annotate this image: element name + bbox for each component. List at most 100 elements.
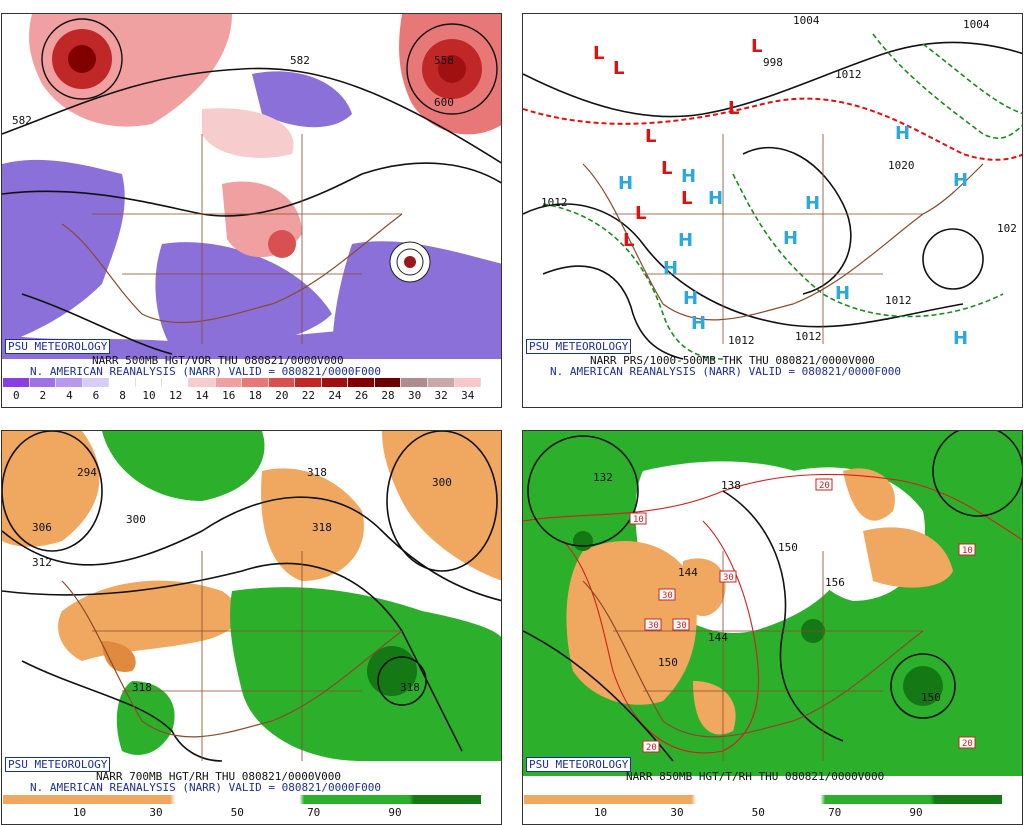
high-marker: H [953,170,968,191]
high-marker: H [895,123,910,144]
contour-label: 318 [307,466,327,479]
colorbar-swatch [401,378,428,387]
colorbar-swatch [109,378,136,387]
high-marker: H [953,328,968,349]
isobar-label: 1004 [963,18,990,31]
colorbar-swatch [162,378,189,387]
colorbar-swatch [29,378,57,387]
contour-label: 150 [921,691,941,704]
tick-label: 70 [307,806,321,819]
tick-label: 24 [328,389,342,402]
isobar-label: 998 [763,56,783,69]
colorbar-swatch [454,378,482,387]
tick-label: 22 [301,389,315,402]
low-marker: L [751,36,762,57]
svg-text:30: 30 [723,573,734,583]
svg-text:30: 30 [648,621,659,631]
svg-text:20: 20 [962,739,973,749]
colorbar-swatch [135,378,163,387]
tick-label: 90 [909,806,923,819]
vorticity-map: 582 582 558 600 [2,14,501,359]
low-marker: L [613,58,624,79]
high-marker: H [835,283,850,304]
tick-label: 50 [751,806,765,819]
psu-badge: PSU METEOROLOGY [526,757,632,772]
high-marker: H [805,193,820,214]
pressure-map: H H H H H H H H H H H H H L L L L L L L … [523,14,1022,360]
caption-title: NARR PRS/1000-500MB THK THU 080821/0000V… [590,354,875,367]
contour-label: 600 [434,96,454,109]
colorbar-swatch [215,378,243,387]
high-marker: H [681,166,696,187]
tick-label: 14 [195,389,209,402]
caption-title: NARR 850MB HGT/T/RH THU 080821/0000V000 [626,770,885,783]
colorbar-swatch [321,378,349,387]
isobar-label: 1020 [888,159,915,172]
isobar-label: 1012 [728,334,755,347]
rh700-map: 306 312 300 294 318 318 300 318 318 [2,431,501,762]
tick-label: 12 [168,389,183,402]
tick-label: 70 [828,806,842,819]
tick-label: 20 [275,389,289,402]
psu-badge: PSU METEOROLOGY [5,339,111,354]
rh850-colorbar [524,795,1002,804]
low-marker: L [635,203,646,224]
contour-label: 300 [126,513,146,526]
tick-label: 30 [407,389,422,402]
low-marker: L [645,126,656,147]
panel-pressure-thickness: H H H H H H H H H H H H H L L L L L L L … [522,13,1023,408]
panel-850mb-rh: 132 138 150 150 144 144 150 156 20 10 10… [522,430,1023,825]
high-marker: H [663,258,678,279]
contour-label: 306 [32,521,52,534]
tick-label: 2 [39,389,47,402]
rh850-map: 132 138 150 150 144 144 150 156 20 10 10… [523,431,1022,776]
svg-text:10: 10 [633,515,644,525]
tick-label: 26 [354,389,369,402]
rh700-colorbar [3,795,481,804]
colorbar-swatch [348,378,375,387]
caption-title: NARR 500MB HGT/VOR THU 080821/0000V000 [92,354,344,367]
tick-label: 30 [149,806,163,819]
tick-label: 8 [119,389,126,402]
isobar-label: 102 [997,222,1017,235]
temp-box: 20 10 10 30 30 30 30 20 20 [629,478,976,753]
tick-label: 10 [142,389,156,402]
contour-label: 294 [77,466,97,479]
colorbar-swatch [3,378,30,387]
rh850-colorbar-ticks: 10 30 50 70 90 [524,806,1002,819]
tick-label: 0 [12,389,20,402]
contour-label: 156 [825,576,845,589]
colorbar-swatch [428,378,455,387]
psu-badge: PSU METEOROLOGY [5,757,111,772]
tick-label: 90 [388,806,402,819]
caption-title: NARR 700MB HGT/RH THU 080821/0000V000 [96,770,342,783]
rh700-colorbar-ticks: 10 30 50 70 90 [3,806,481,819]
high-marker: H [683,288,698,309]
svg-text:30: 30 [662,591,673,601]
vorticity-colorbar [3,378,482,387]
contour-label: 318 [132,681,152,694]
low-marker: L [661,158,672,179]
colorbar-swatch [268,378,296,387]
colorbar-swatch [242,378,269,387]
tick-label: 10 [593,806,608,819]
panel-500mb-vorticity: 582 582 558 600 PSU METEOROLOGY [1,13,502,408]
high-marker: H [783,228,798,249]
isobar-label: 1012 [885,294,912,307]
contour-label: 150 [778,541,798,554]
low-marker: L [623,230,634,251]
tick-label: 28 [381,389,395,402]
tick-label: 6 [92,389,100,402]
svg-text:10: 10 [962,546,973,556]
isobar-label: 1012 [541,196,568,209]
tick-label: 34 [461,389,475,402]
contour-label: 132 [593,471,613,484]
tick-label: 32 [434,389,448,402]
tick-label: 30 [670,806,684,819]
low-marker: L [728,98,739,119]
isobar-label: 1004 [793,14,820,27]
contour-label: 582 [12,114,32,127]
contour-label: 582 [290,54,310,67]
tick-label: 10 [72,806,87,819]
colorbar-swatch [188,378,216,387]
